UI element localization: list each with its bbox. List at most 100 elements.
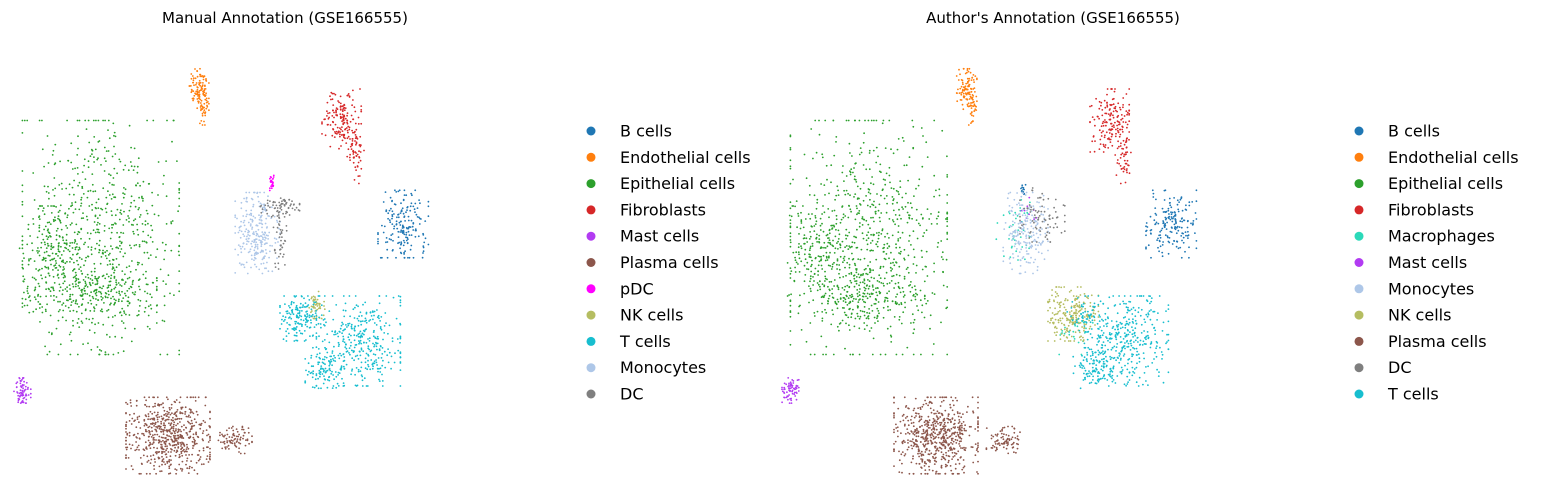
scatter-point xyxy=(98,251,100,254)
scatter-point xyxy=(314,378,317,381)
scatter-point xyxy=(37,295,39,297)
scatter-point xyxy=(179,396,182,399)
scatter-point xyxy=(270,187,273,190)
scatter-point xyxy=(1122,170,1125,173)
scatter-point xyxy=(255,224,258,227)
scatter-point xyxy=(261,223,264,226)
scatter-point xyxy=(241,263,243,266)
scatter-point xyxy=(111,183,114,186)
scatter-point xyxy=(1103,136,1106,139)
scatter-point xyxy=(88,329,91,332)
scatter-point xyxy=(399,356,402,358)
scatter-point xyxy=(188,414,190,417)
scatter-point xyxy=(908,214,911,217)
scatter-point xyxy=(65,239,68,242)
scatter-point xyxy=(107,316,110,319)
scatter-point xyxy=(973,110,976,112)
scatter-point xyxy=(68,245,71,247)
scatter-point xyxy=(960,93,963,96)
scatter-point xyxy=(53,282,56,284)
scatter-point xyxy=(861,310,864,313)
scatter-point xyxy=(873,316,876,319)
scatter-point xyxy=(866,248,869,251)
scatter-point xyxy=(135,184,137,187)
scatter-point xyxy=(62,309,65,312)
scatter-point xyxy=(869,261,872,263)
scatter-point xyxy=(929,314,932,317)
scatter-point xyxy=(23,304,26,307)
scatter-point xyxy=(47,267,50,270)
scatter-point xyxy=(64,212,66,215)
scatter-point xyxy=(1119,108,1122,111)
scatter-point xyxy=(271,270,274,273)
scatter-point xyxy=(117,247,120,250)
scatter-point xyxy=(855,282,858,285)
scatter-point xyxy=(83,289,86,292)
scatter-point xyxy=(844,347,846,350)
scatter-point xyxy=(892,187,895,190)
scatter-point xyxy=(162,406,165,409)
scatter-point xyxy=(1120,153,1123,156)
scatter-point xyxy=(201,112,204,115)
scatter-point xyxy=(190,73,193,75)
scatter-point xyxy=(145,300,148,303)
scatter-point xyxy=(868,308,870,310)
scatter-point xyxy=(310,321,312,324)
scatter-point xyxy=(402,239,405,242)
scatter-point xyxy=(54,219,57,222)
scatter-point xyxy=(171,220,174,222)
scatter-point xyxy=(115,281,117,284)
scatter-point xyxy=(89,299,92,302)
scatter-point xyxy=(182,437,185,439)
scatter-point xyxy=(19,385,22,387)
scatter-point xyxy=(333,333,335,336)
scatter-point xyxy=(62,276,65,279)
scatter-point xyxy=(1122,139,1125,142)
scatter-point xyxy=(277,214,280,216)
scatter-point xyxy=(248,250,251,253)
scatter-point xyxy=(1171,211,1174,214)
scatter-point xyxy=(242,437,244,440)
scatter-point xyxy=(226,441,229,444)
scatter-point xyxy=(260,243,263,246)
scatter-point xyxy=(45,288,47,291)
scatter-point xyxy=(1114,121,1116,124)
scatter-point xyxy=(854,280,856,283)
scatter-point xyxy=(842,257,845,260)
scatter-point xyxy=(345,324,347,326)
scatter-point xyxy=(94,190,97,193)
scatter-point xyxy=(269,187,271,190)
scatter-point xyxy=(326,123,329,126)
scatter-point xyxy=(123,283,126,285)
scatter-point xyxy=(889,334,892,337)
scatter-point xyxy=(1125,146,1128,149)
scatter-point xyxy=(358,341,361,344)
scatter-point xyxy=(357,368,360,371)
scatter-point xyxy=(220,441,222,444)
scatter-point xyxy=(897,239,900,242)
scatter-point xyxy=(366,368,369,371)
scatter-point xyxy=(346,114,348,117)
scatter-point xyxy=(374,353,377,356)
scatter-point xyxy=(803,237,806,240)
scatter-point xyxy=(824,247,827,249)
scatter-point xyxy=(122,279,124,281)
scatter-point xyxy=(369,311,372,314)
scatter-point xyxy=(841,319,844,322)
scatter-point xyxy=(884,235,886,238)
scatter-point xyxy=(166,429,169,432)
scatter-point xyxy=(833,154,836,157)
scatter-point xyxy=(1124,121,1127,124)
scatter-point xyxy=(858,197,860,200)
scatter-point xyxy=(315,355,318,358)
scatter-point xyxy=(898,303,900,306)
scatter-point xyxy=(50,248,52,251)
scatter-point xyxy=(29,392,32,395)
scatter-point xyxy=(831,265,834,268)
scatter-point xyxy=(862,141,865,144)
scatter-point xyxy=(244,230,247,233)
scatter-point xyxy=(858,291,861,293)
scatter-point xyxy=(972,115,975,117)
scatter-point xyxy=(407,215,410,218)
scatter-point xyxy=(804,274,807,276)
